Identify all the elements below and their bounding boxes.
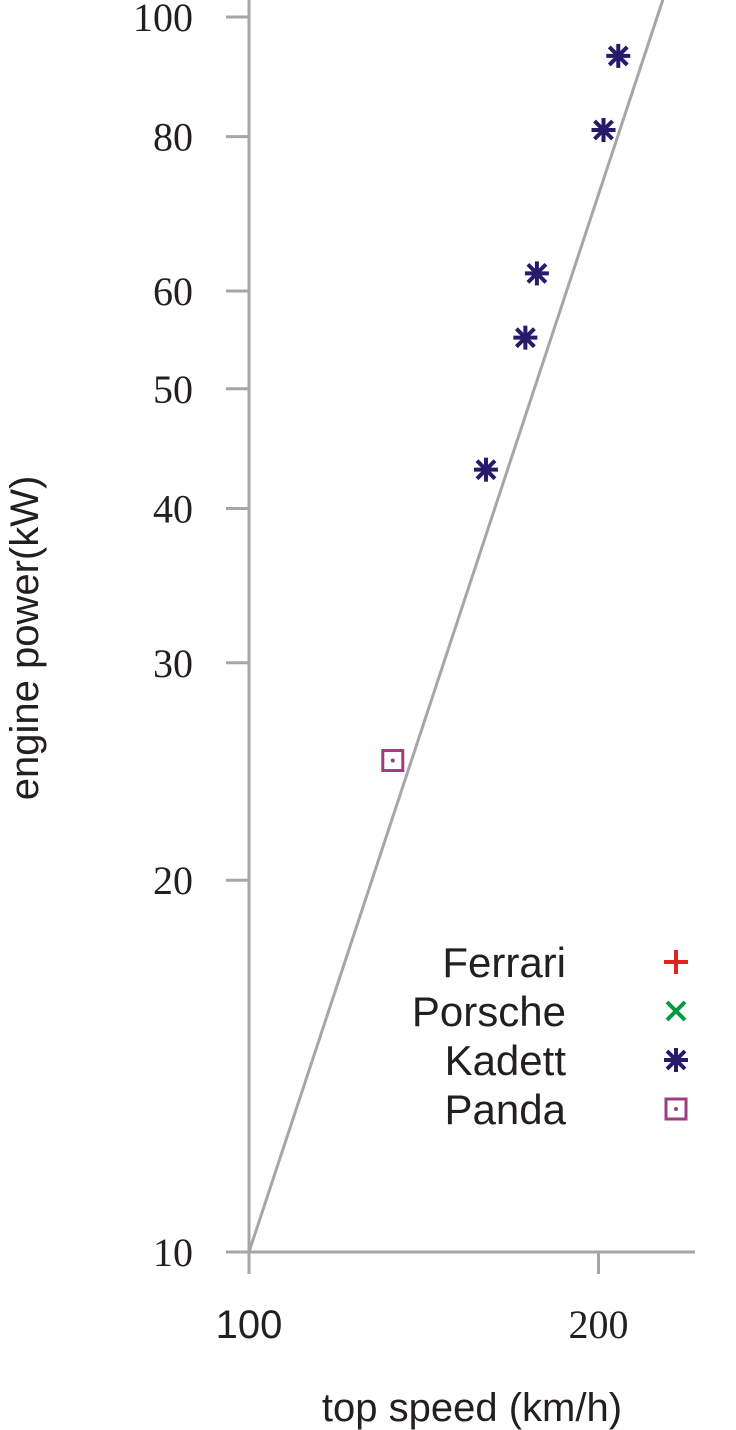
fit-line	[247, 0, 665, 1253]
kadett-point	[591, 118, 616, 143]
y-tick-label: 60	[153, 269, 193, 314]
marker-stroke	[593, 119, 614, 141]
kadett-point	[473, 457, 498, 482]
legend-marker-porsche	[665, 1000, 687, 1022]
data-points	[381, 43, 631, 773]
marker-dot	[674, 1107, 678, 1111]
marker-stroke	[665, 1000, 687, 1022]
legend-label-ferrari: Ferrari	[442, 939, 566, 986]
x-tick-label: 200	[568, 1302, 628, 1347]
axes	[247, 0, 695, 1254]
kadett-point	[524, 261, 549, 286]
marker-stroke	[607, 45, 629, 67]
marker-stroke	[514, 327, 536, 349]
marker-stroke	[526, 262, 548, 284]
kadett-point	[513, 325, 538, 350]
legend-marker-ferrari	[664, 950, 688, 974]
x-tick-label: 100	[216, 1303, 283, 1347]
x-axis-title: top speed (km/h)	[322, 1386, 622, 1430]
legend-marker-panda	[664, 1097, 688, 1121]
marker-dot	[390, 758, 395, 763]
y-tick-label: 40	[153, 486, 193, 531]
y-axis-title: engine power(kW)	[3, 476, 47, 801]
y-tick-label: 20	[153, 858, 193, 903]
y-tick-label: 50	[153, 367, 193, 412]
kadett-point	[606, 43, 631, 68]
y-tick-label: 10	[153, 1230, 193, 1275]
legend-marker-kadett	[664, 1048, 688, 1072]
ticks: 10203040506080100200300400100200300400	[133, 0, 628, 1347]
legend-label-kadett: Kadett	[445, 1037, 567, 1084]
marker-stroke	[475, 459, 497, 481]
fit-line-group	[247, 0, 665, 1253]
legend-label-panda: Panda	[445, 1086, 567, 1133]
panda-point	[381, 749, 405, 773]
marker-stroke	[665, 1049, 687, 1071]
marker-square	[381, 749, 405, 773]
y-tick-label: 100	[133, 0, 193, 40]
y-tick-label: 80	[153, 115, 193, 160]
legend-label-porsche: Porsche	[412, 988, 566, 1035]
y-tick-label: 30	[153, 641, 193, 686]
marker-square	[664, 1097, 688, 1121]
